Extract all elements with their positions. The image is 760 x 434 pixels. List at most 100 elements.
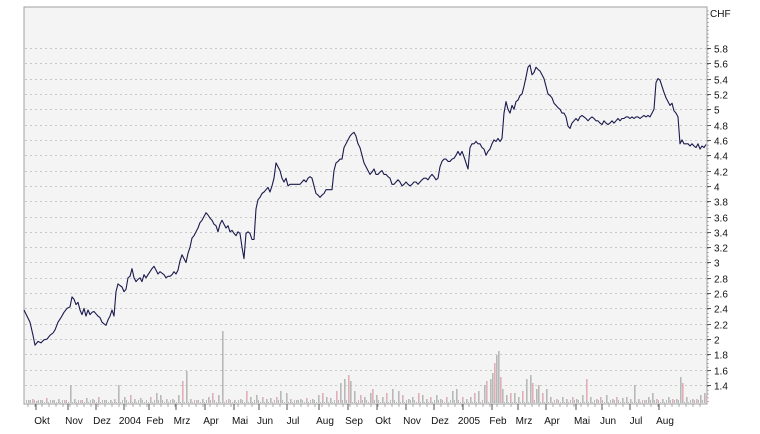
volume-bar xyxy=(502,400,503,403)
volume-bar xyxy=(80,402,81,403)
volume-bar xyxy=(658,400,659,403)
volume-bar xyxy=(184,402,185,403)
volume-bar xyxy=(402,400,403,403)
volume-bar xyxy=(676,402,677,403)
volume-bar xyxy=(480,402,481,403)
volume-bar xyxy=(578,400,579,403)
volume-bar xyxy=(422,395,424,403)
volume-bar xyxy=(52,400,54,403)
volume-bar xyxy=(406,400,407,403)
volume-bar xyxy=(326,400,327,403)
volume-bar xyxy=(392,402,393,403)
volume-bar xyxy=(280,391,282,403)
volume-bar xyxy=(566,400,567,403)
y-tick-label: 3.2 xyxy=(714,244,728,255)
volume-bar xyxy=(322,400,323,403)
volume-bar xyxy=(682,400,683,403)
volume-bar xyxy=(88,402,89,403)
volume-bar xyxy=(316,402,317,403)
volume-bar xyxy=(108,402,109,403)
volume-bar xyxy=(38,400,39,403)
volume-bar xyxy=(186,371,188,403)
volume-bar xyxy=(562,400,563,403)
volume-bar xyxy=(198,400,199,403)
volume-bar xyxy=(260,402,261,403)
x-tick-label: Mrz xyxy=(516,416,533,427)
volume-bar xyxy=(332,402,333,403)
y-tick-label: 5.6 xyxy=(714,60,728,71)
y-tick-label: 4.4 xyxy=(714,152,728,163)
volume-bar xyxy=(320,402,321,403)
volume-bar xyxy=(408,399,410,403)
volume-bar xyxy=(542,393,544,403)
volume-bar xyxy=(56,402,57,403)
volume-bar xyxy=(612,402,613,403)
volume-bar xyxy=(146,400,147,403)
volume-bar xyxy=(286,400,287,403)
x-tick-label: Aug xyxy=(656,416,674,427)
volume-bar xyxy=(628,402,629,403)
y-tick-label: 5 xyxy=(714,106,720,117)
x-tick-label: Jul xyxy=(630,416,643,427)
volume-bar xyxy=(126,400,127,403)
volume-bar xyxy=(290,400,291,403)
x-tick-label: Apr xyxy=(203,416,219,427)
volume-bar xyxy=(258,400,259,403)
volume-bar xyxy=(230,400,231,403)
volume-bar xyxy=(238,400,239,403)
volume-bar xyxy=(700,395,702,403)
y-tick-label: 3 xyxy=(714,259,720,270)
volume-bar xyxy=(490,379,492,403)
volume-bar xyxy=(276,397,278,403)
volume-bar xyxy=(408,402,409,403)
y-tick-label: 3.4 xyxy=(714,229,728,240)
volume-bar xyxy=(470,400,471,403)
volume-bar xyxy=(194,400,195,403)
y-tick-label: 1.6 xyxy=(714,367,728,378)
volume-bar xyxy=(364,402,365,403)
volume-bar xyxy=(368,402,369,403)
volume-bar xyxy=(70,385,72,403)
volume-bar xyxy=(660,402,661,403)
volume-bar xyxy=(616,397,618,403)
volume-bar xyxy=(422,400,423,403)
volume-bar xyxy=(656,402,657,403)
volume-bar xyxy=(210,400,211,403)
volume-bar xyxy=(514,400,515,403)
volume-bar xyxy=(70,400,71,403)
volume-bar xyxy=(312,399,314,403)
volume-bar xyxy=(106,400,107,403)
volume-bar xyxy=(668,402,669,403)
volume-bar xyxy=(612,399,614,403)
x-tick-label: Nov xyxy=(403,416,421,427)
volume-bar xyxy=(118,385,120,403)
volume-bar xyxy=(546,400,547,403)
volume-bar xyxy=(552,402,553,403)
volume-bar xyxy=(124,402,125,403)
volume-bar xyxy=(446,400,447,403)
volume-bar xyxy=(178,400,179,403)
volume-bar xyxy=(164,402,165,403)
volume-bar xyxy=(102,400,103,403)
volume-bar xyxy=(398,400,399,403)
volume-bar xyxy=(418,393,420,403)
volume-bar xyxy=(218,395,220,403)
volume-bar xyxy=(492,373,494,403)
volume-bar xyxy=(374,400,375,403)
volume-bar xyxy=(222,400,223,403)
volume-bar xyxy=(80,400,82,403)
volume-bar xyxy=(360,402,361,403)
volume-bar xyxy=(512,402,513,403)
volume-bar xyxy=(584,402,585,403)
x-tick-label: Feb xyxy=(489,416,507,427)
volume-bar xyxy=(390,400,391,403)
volume-bar xyxy=(696,399,698,403)
volume-bar xyxy=(424,402,425,403)
volume-bar xyxy=(586,400,587,403)
y-tick-label: 5.4 xyxy=(714,76,728,87)
volume-bar xyxy=(350,381,352,403)
volume-bar xyxy=(282,400,283,403)
volume-bar xyxy=(576,399,578,403)
volume-bar xyxy=(220,402,221,403)
volume-bar xyxy=(574,400,575,403)
